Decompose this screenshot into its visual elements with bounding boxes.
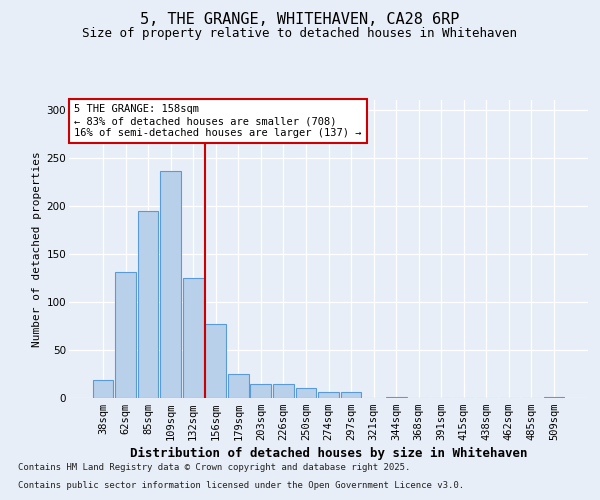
Bar bbox=[341, 392, 361, 398]
Bar bbox=[228, 374, 248, 398]
Bar bbox=[386, 396, 407, 398]
Bar bbox=[250, 384, 271, 398]
Bar bbox=[115, 272, 136, 398]
X-axis label: Distribution of detached houses by size in Whitehaven: Distribution of detached houses by size … bbox=[130, 447, 527, 460]
Text: 5, THE GRANGE, WHITEHAVEN, CA28 6RP: 5, THE GRANGE, WHITEHAVEN, CA28 6RP bbox=[140, 12, 460, 28]
Bar bbox=[205, 324, 226, 398]
Bar bbox=[92, 380, 113, 398]
Bar bbox=[296, 388, 316, 398]
Bar bbox=[137, 212, 158, 398]
Bar bbox=[273, 384, 294, 398]
Text: Contains public sector information licensed under the Open Government Licence v3: Contains public sector information licen… bbox=[18, 481, 464, 490]
Text: Contains HM Land Registry data © Crown copyright and database right 2025.: Contains HM Land Registry data © Crown c… bbox=[18, 464, 410, 472]
Text: Size of property relative to detached houses in Whitehaven: Size of property relative to detached ho… bbox=[83, 28, 517, 40]
Bar bbox=[544, 396, 565, 398]
Text: 5 THE GRANGE: 158sqm
← 83% of detached houses are smaller (708)
16% of semi-deta: 5 THE GRANGE: 158sqm ← 83% of detached h… bbox=[74, 104, 362, 138]
Bar bbox=[183, 278, 203, 398]
Y-axis label: Number of detached properties: Number of detached properties bbox=[32, 151, 43, 346]
Bar bbox=[160, 171, 181, 398]
Bar bbox=[318, 392, 339, 398]
